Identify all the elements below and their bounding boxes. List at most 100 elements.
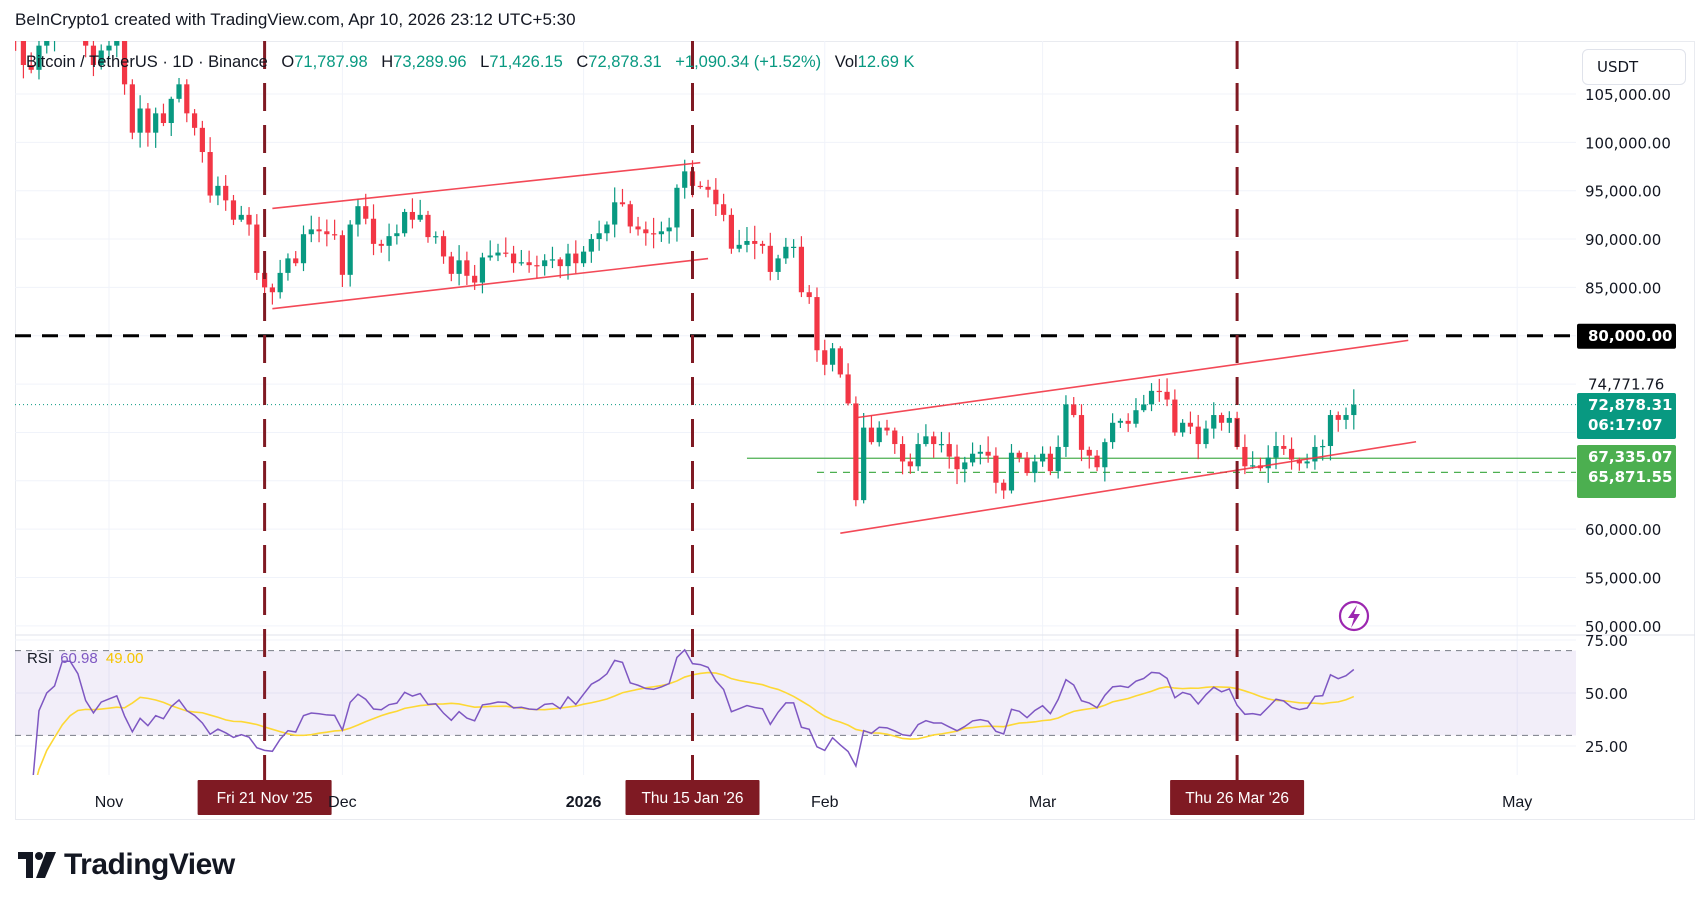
candle[interactable] — [191, 109, 198, 136]
candle[interactable] — [60, 4, 65, 41]
channel-trendline-4[interactable] — [840, 440, 1417, 535]
candle[interactable] — [627, 200, 633, 234]
candle[interactable] — [215, 176, 221, 206]
candle[interactable] — [1071, 397, 1077, 418]
candle[interactable] — [1273, 431, 1279, 470]
candle[interactable] — [767, 232, 773, 281]
candle[interactable] — [433, 231, 439, 244]
candle[interactable] — [1250, 451, 1256, 469]
candle[interactable] — [464, 251, 470, 285]
candle[interactable] — [1063, 395, 1069, 457]
channel-trendline-2[interactable] — [272, 257, 709, 310]
candle[interactable] — [1133, 398, 1139, 428]
candle[interactable] — [1024, 451, 1030, 476]
candle[interactable] — [542, 254, 548, 276]
candle[interactable] — [829, 342, 836, 372]
candle[interactable] — [145, 103, 151, 147]
candle[interactable] — [1304, 453, 1310, 469]
candle[interactable] — [1203, 420, 1209, 449]
candle[interactable] — [752, 225, 758, 260]
candle[interactable] — [868, 415, 875, 445]
candle[interactable] — [1226, 411, 1232, 433]
currency-button[interactable]: USDT — [1582, 49, 1686, 85]
candle[interactable] — [861, 412, 867, 504]
rsi-label[interactable]: RSI — [27, 650, 53, 667]
candle[interactable] — [783, 237, 789, 264]
candle[interactable] — [223, 175, 229, 211]
candle[interactable] — [938, 431, 945, 453]
candle[interactable] — [580, 246, 587, 267]
candle[interactable] — [1040, 446, 1046, 467]
candle[interactable] — [1351, 389, 1357, 430]
candle[interactable] — [697, 181, 703, 189]
candle[interactable] — [1156, 378, 1162, 402]
candle[interactable] — [90, 40, 97, 77]
candle[interactable] — [394, 224, 400, 245]
candle[interactable] — [573, 240, 579, 274]
candle[interactable] — [845, 363, 851, 406]
candle[interactable] — [285, 253, 291, 281]
candle[interactable] — [658, 221, 664, 242]
candle[interactable] — [13, 23, 18, 51]
channel-trendline-3[interactable] — [855, 339, 1409, 419]
candle[interactable] — [1312, 435, 1318, 470]
candle[interactable] — [402, 208, 408, 237]
candle[interactable] — [1110, 413, 1116, 449]
candle[interactable] — [44, 25, 50, 54]
candle[interactable] — [1195, 414, 1201, 460]
candle[interactable] — [1281, 435, 1287, 455]
candle[interactable] — [705, 179, 711, 198]
candle[interactable] — [316, 216, 322, 243]
candle[interactable] — [1055, 435, 1061, 479]
candle[interactable] — [651, 217, 657, 249]
candle[interactable] — [549, 246, 556, 269]
candle[interactable] — [596, 220, 602, 251]
candle[interactable] — [931, 431, 937, 458]
candle[interactable] — [160, 103, 167, 127]
candle[interactable] — [565, 243, 571, 280]
candle[interactable] — [503, 237, 509, 258]
candle[interactable] — [425, 210, 431, 243]
candle[interactable] — [417, 199, 423, 222]
candle[interactable] — [378, 239, 384, 253]
candle[interactable] — [355, 198, 361, 237]
candle[interactable] — [168, 96, 174, 137]
candle[interactable] — [98, 44, 104, 70]
candle[interactable] — [510, 245, 517, 273]
candle[interactable] — [456, 245, 462, 286]
candle[interactable] — [230, 194, 237, 226]
candle[interactable] — [1335, 411, 1341, 432]
candle[interactable] — [728, 208, 734, 254]
candle[interactable] — [954, 444, 960, 485]
candle[interactable] — [759, 240, 766, 254]
candle[interactable] — [892, 427, 898, 454]
candle[interactable] — [1257, 457, 1264, 472]
candle[interactable] — [1148, 383, 1155, 412]
candle[interactable] — [736, 229, 742, 253]
candle[interactable] — [985, 436, 991, 463]
candle[interactable] — [977, 444, 983, 465]
candle[interactable] — [1047, 446, 1053, 476]
candle[interactable] — [853, 396, 859, 507]
candle[interactable] — [1242, 434, 1248, 475]
candle[interactable] — [557, 257, 563, 279]
candle[interactable] — [1172, 389, 1178, 436]
candle[interactable] — [106, 36, 112, 58]
channel-trendline-1[interactable] — [272, 161, 701, 210]
candle[interactable] — [915, 433, 921, 471]
candle[interactable] — [370, 204, 377, 256]
candle[interactable] — [238, 205, 244, 222]
candle[interactable] — [83, 4, 89, 58]
candle[interactable] — [588, 234, 594, 263]
candle[interactable] — [448, 251, 454, 282]
candle[interactable] — [635, 216, 641, 236]
candle[interactable] — [308, 215, 314, 243]
candle[interactable] — [806, 285, 812, 304]
candle[interactable] — [969, 442, 976, 467]
lightning-icon[interactable] — [1338, 600, 1370, 632]
candle[interactable] — [487, 240, 493, 261]
candle[interactable] — [1218, 412, 1225, 431]
candle[interactable] — [775, 254, 781, 281]
candle[interactable] — [1141, 394, 1147, 413]
